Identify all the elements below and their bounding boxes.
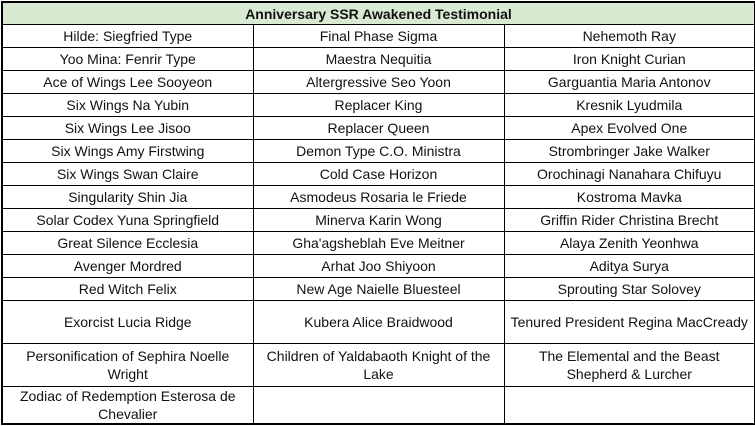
table-row: Six Wings Na Yubin Replacer King Kresnik L… bbox=[1, 93, 755, 117]
table-cell: Zodiac of Redemption Esterosa de Chevali… bbox=[1, 386, 254, 425]
table-row: Singularity Shin Jia Asmodeus Rosaria le … bbox=[1, 185, 755, 209]
table-cell: The Elemental and the Beast Shepherd & L… bbox=[503, 343, 755, 387]
table-row: Yoo Mina: Fenrir Type Maestra Nequitia Iro… bbox=[1, 47, 755, 71]
table-cell: Six Wings Na Yubin bbox=[1, 93, 254, 117]
table-row: Solar Codex Yuna Springfield Minerva Kari… bbox=[1, 208, 755, 232]
table-cell: Strombringer Jake Walker bbox=[503, 139, 755, 163]
table-cell bbox=[503, 386, 755, 425]
table-cell: Solar Codex Yuna Springfield bbox=[1, 208, 254, 232]
table-cell: Great Silence Ecclesia bbox=[1, 231, 254, 255]
table-cell: Altergressive Seo Yoon bbox=[252, 70, 505, 94]
table-cell: Replacer Queen bbox=[252, 116, 505, 140]
table-cell: Six Wings Amy Firstwing bbox=[1, 139, 254, 163]
table-row: Six Wings Swan Claire Cold Case Horizon Or… bbox=[1, 162, 755, 186]
table-cell: Griffin Rider Christina Brecht bbox=[503, 208, 755, 232]
table-cell: Personification of Sephira Noelle Wright bbox=[1, 343, 254, 387]
table-cell: Red Witch Felix bbox=[1, 277, 254, 301]
table-cell: Sprouting Star Solovey bbox=[503, 277, 755, 301]
table-row: Hilde: Siegfried Type Final Phase Sigma Ne… bbox=[1, 24, 755, 48]
table-cell: Kresnik Lyudmila bbox=[503, 93, 755, 117]
table-cell: Garguantia Maria Antonov bbox=[503, 70, 755, 94]
table-row: Exorcist Lucia Ridge Kubera Alice Braidwo… bbox=[1, 300, 755, 344]
table-cell: Six Wings Lee Jisoo bbox=[1, 116, 254, 140]
table-row: Personification of Sephira Noelle Wright… bbox=[1, 343, 755, 387]
table-cell: Aditya Surya bbox=[503, 254, 755, 278]
table-cell: Cold Case Horizon bbox=[252, 162, 505, 186]
table-cell: New Age Naielle Bluesteel bbox=[252, 277, 505, 301]
table-row: Zodiac of Redemption Esterosa de Chevali… bbox=[1, 386, 755, 425]
table-cell: Yoo Mina: Fenrir Type bbox=[1, 47, 254, 71]
table-cell: Singularity Shin Jia bbox=[1, 185, 254, 209]
table-cell: Tenured President Regina MacCready bbox=[503, 300, 755, 344]
table-cell: Kostroma Mavka bbox=[503, 185, 755, 209]
table-cell: Nehemoth Ray bbox=[503, 24, 755, 48]
table-cell: Six Wings Swan Claire bbox=[1, 162, 254, 186]
table-cell: Gha'agsheblah Eve Meitner bbox=[252, 231, 505, 255]
table-cell: Asmodeus Rosaria le Friede bbox=[252, 185, 505, 209]
table-cell: Alaya Zenith Yeonhwa bbox=[503, 231, 755, 255]
table-title: Anniversary SSR Awakened Testimonial bbox=[1, 1, 755, 25]
table-cell: Iron Knight Curian bbox=[503, 47, 755, 71]
table-cell: Children of Yaldabaoth Knight of the Lak… bbox=[252, 343, 505, 387]
table-cell: Ace of Wings Lee Sooyeon bbox=[1, 70, 254, 94]
table-cell: Exorcist Lucia Ridge bbox=[1, 300, 254, 344]
table-cell: Hilde: Siegfried Type bbox=[1, 24, 254, 48]
table-row: Ace of Wings Lee Sooyeon Altergressive Se… bbox=[1, 70, 755, 94]
table-cell: Minerva Karin Wong bbox=[252, 208, 505, 232]
table-cell: Kubera Alice Braidwood bbox=[252, 300, 505, 344]
table-row: Red Witch Felix New Age Naielle Bluesteel… bbox=[1, 277, 755, 301]
table-cell: Maestra Nequitia bbox=[252, 47, 505, 71]
table-cell: Orochinagi Nanahara Chifuyu bbox=[503, 162, 755, 186]
table-row: Six Wings Amy Firstwing Demon Type C.O. M… bbox=[1, 139, 755, 163]
table-cell bbox=[252, 386, 505, 425]
table-row: Avenger Mordred Arhat Joo Shiyoon Aditya S… bbox=[1, 254, 755, 278]
table-cell: Replacer King bbox=[252, 93, 505, 117]
table-cell: Avenger Mordred bbox=[1, 254, 254, 278]
table-cell: Arhat Joo Shiyoon bbox=[252, 254, 505, 278]
table-cell: Demon Type C.O. Ministra bbox=[252, 139, 505, 163]
table-cell: Apex Evolved One bbox=[503, 116, 755, 140]
table-cell: Final Phase Sigma bbox=[252, 24, 505, 48]
table-row: Six Wings Lee Jisoo Replacer Queen Apex Ev… bbox=[1, 116, 755, 140]
table-row: Great Silence Ecclesia Gha'agsheblah Eve … bbox=[1, 231, 755, 255]
